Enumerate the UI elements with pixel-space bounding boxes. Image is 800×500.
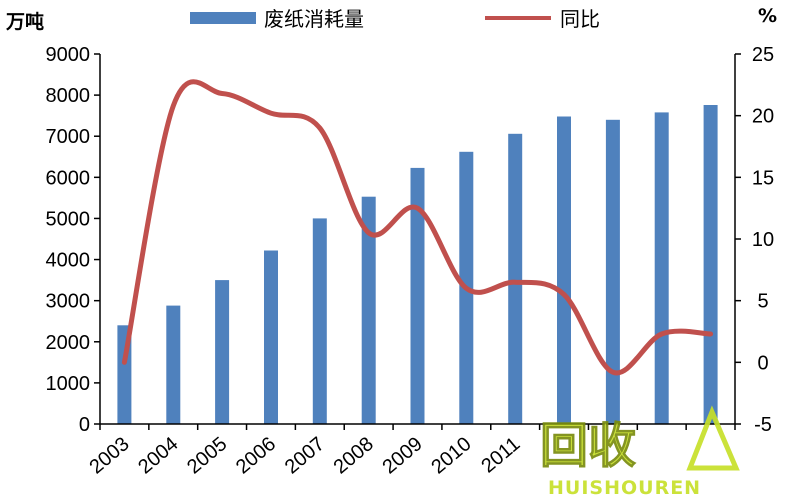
yoy-series-line <box>121 79 714 376</box>
bars-layer <box>117 105 718 425</box>
watermark: 回收 HUISHOUREN <box>540 405 740 499</box>
right-tick-label: 25 <box>752 44 774 66</box>
left-tick-label: 9000 <box>46 44 91 66</box>
right-axis-unit: % <box>758 5 777 27</box>
legend-bar-swatch <box>190 12 256 24</box>
watermark-main-text: 回收 <box>540 418 636 474</box>
left-tick-label: 8000 <box>46 85 91 107</box>
x-tick-label: 2007 <box>281 433 329 478</box>
right-tick-label: 15 <box>752 167 774 189</box>
x-tick-label: 2006 <box>232 433 280 478</box>
bar-2009 <box>410 167 425 424</box>
left-tick-label: 4000 <box>46 250 91 272</box>
left-tick-label: 7000 <box>46 126 91 148</box>
bar-2006 <box>264 250 278 424</box>
legend-bar-label: 废纸消耗量 <box>264 7 364 31</box>
x-axis-ticks: 2003 2004 2005 2006 2007 2008 2009 2010 2011 <box>85 424 736 478</box>
bar-2007 <box>312 218 327 424</box>
x-tick-label: 2004 <box>134 433 182 478</box>
bar-2013 <box>605 119 620 425</box>
bar-2015 <box>703 105 718 424</box>
left-tick-label: 3000 <box>46 291 91 313</box>
left-tick-label: 1000 <box>46 373 91 395</box>
bar-2014 <box>654 112 669 425</box>
bar-2011 <box>508 133 523 425</box>
left-tick-label: 0 <box>79 414 90 436</box>
line-layer <box>121 79 714 376</box>
right-tick-label: 20 <box>752 106 774 128</box>
watermark-logo-icon <box>686 405 740 471</box>
x-tick-label: 2008 <box>330 433 378 478</box>
x-tick-label: 2010 <box>427 433 475 478</box>
right-tick-label: 5 <box>757 291 768 313</box>
legend-line-label: 同比 <box>560 7 600 31</box>
left-axis-ticks: 0 1000 2000 3000 4000 5000 6000 7000 8000 9000 <box>46 44 100 436</box>
right-axis-ticks: -5 0 5 10 15 20 25 <box>735 44 774 436</box>
legend: 废纸消耗量 同比 <box>190 7 600 31</box>
x-tick-label: 2011 <box>477 433 524 478</box>
x-tick-label: 2009 <box>378 433 426 478</box>
watermark-sub-text: HUISHOUREN <box>548 477 701 499</box>
x-tick-label: 2005 <box>183 433 231 478</box>
left-tick-label: 6000 <box>46 167 91 189</box>
bar-2012 <box>557 116 571 424</box>
left-axis-unit: 万吨 <box>5 10 44 33</box>
right-tick-label: 10 <box>752 229 774 251</box>
right-tick-label: -5 <box>754 414 772 436</box>
left-tick-label: 2000 <box>46 332 91 354</box>
right-tick-label: 0 <box>757 352 768 374</box>
bar-2008 <box>361 196 376 424</box>
left-tick-label: 5000 <box>46 208 91 230</box>
x-tick-label: 2003 <box>85 433 133 478</box>
bar-2004 <box>166 305 181 424</box>
bar-2005 <box>215 280 230 424</box>
